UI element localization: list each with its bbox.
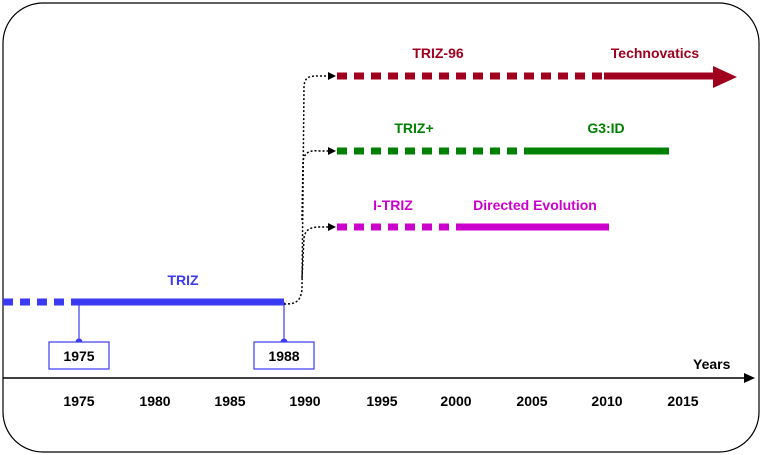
tick-label: 1980: [139, 393, 170, 409]
tick-label: 1975: [63, 393, 94, 409]
branch-connector-triz96: [283, 72, 336, 305]
tick-label: 1995: [366, 393, 397, 409]
trizplus-line: TRIZ+ G3:ID: [337, 120, 669, 155]
technovatics-label: Technovatics: [611, 45, 700, 61]
tick-label: 2015: [667, 393, 698, 409]
tick-label: 1985: [214, 393, 245, 409]
branch-connectors: [283, 72, 336, 305]
tick-label: 2000: [440, 393, 471, 409]
marker-box-1975: [48, 341, 110, 370]
tick-label: 1990: [289, 393, 320, 409]
triz96-line: TRIZ-96 Technovatics: [337, 45, 737, 88]
marker-box-1988: [253, 341, 315, 370]
tick-label: 2005: [516, 393, 547, 409]
marker-label: 1988: [268, 348, 299, 364]
axis-label: Years: [693, 356, 731, 372]
itriz-label: I-TRIZ: [373, 197, 413, 213]
g3id-label: G3:ID: [587, 120, 624, 136]
triz-label: TRIZ: [167, 272, 199, 288]
directed-evolution-label: Directed Evolution: [473, 197, 597, 213]
itriz-line: I-TRIZ Directed Evolution: [337, 197, 609, 231]
triz-line: TRIZ 1975 1988: [3, 272, 315, 370]
branch-connector-trizplus: [301, 147, 336, 221]
marker-label: 1975: [63, 348, 94, 364]
tick-label: 2010: [591, 393, 622, 409]
triz96-label: TRIZ-96: [412, 45, 464, 61]
trizplus-label: TRIZ+: [394, 120, 433, 136]
branch-connector-itriz: [301, 223, 336, 279]
technovatics-arrow-icon: [713, 66, 737, 88]
axis-arrow-icon: [744, 373, 755, 383]
